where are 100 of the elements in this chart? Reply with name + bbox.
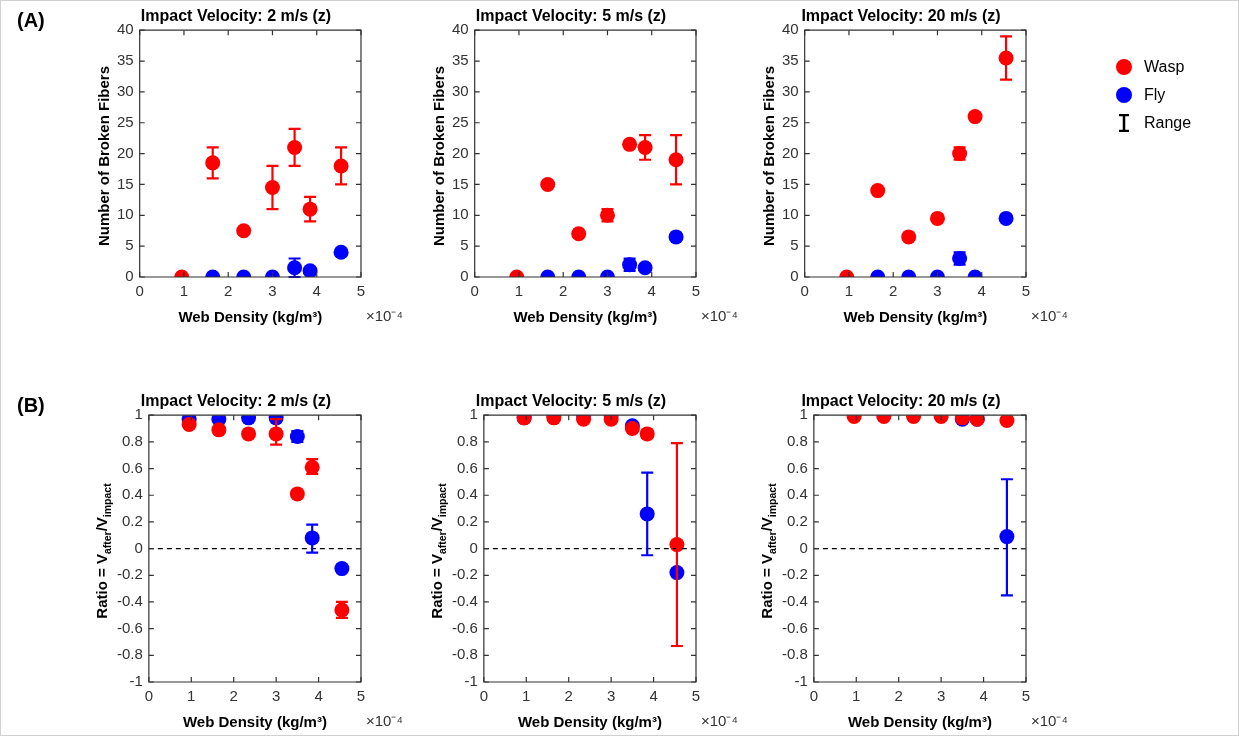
y-tick-label: 35 xyxy=(117,51,134,69)
x-tick-label: 5 xyxy=(1021,282,1031,300)
y-tick-label: -0.4 xyxy=(116,592,143,610)
point xyxy=(540,176,556,192)
y-tick-label: 20 xyxy=(117,143,134,161)
x-tick-label: 4 xyxy=(314,687,323,705)
y-tick-label: -0.6 xyxy=(451,618,478,636)
text: ×10⁻⁴ xyxy=(366,711,403,729)
point xyxy=(999,415,1015,429)
y-tick-label: -0.2 xyxy=(116,565,143,583)
y-tick-label: -0.6 xyxy=(116,618,143,636)
y-tick-label: -0.2 xyxy=(451,565,478,583)
y-tick-label: 35 xyxy=(452,51,469,69)
y-tick-label: 35 xyxy=(782,51,799,69)
y-tick-label: 25 xyxy=(782,112,799,130)
x-tick-label: 1 xyxy=(852,687,861,705)
y-tick-label: -0.4 xyxy=(781,592,808,610)
x-axis-title: Web Density (kg/m³) xyxy=(178,308,323,326)
y-tick-label: 30 xyxy=(117,82,134,100)
x-tick-label: 3 xyxy=(268,282,277,300)
y-tick-label: -1 xyxy=(129,672,143,690)
y-tick-label: 10 xyxy=(782,205,799,223)
y-tick-label: 0.4 xyxy=(456,485,478,503)
y-tick-label: 0 xyxy=(125,267,134,285)
x-tick-label: 1 xyxy=(514,282,524,300)
y-tick-label: 15 xyxy=(782,174,799,192)
x-tick-label: 5 xyxy=(691,282,701,300)
y-tick-label: 0.6 xyxy=(456,458,478,476)
y-tick-label: 25 xyxy=(117,112,134,130)
point xyxy=(211,422,227,438)
x-tick-label: 5 xyxy=(356,282,366,300)
y-tick-label: 0.2 xyxy=(121,512,143,530)
chart-title: Impact Velocity: 2 m/s (z) xyxy=(140,7,332,25)
y-tick-label: -0.6 xyxy=(781,618,808,636)
y-tick-label: 0.4 xyxy=(786,485,808,503)
y-tick-label: 0 xyxy=(790,267,799,285)
y-tick-label: 0 xyxy=(469,538,478,556)
legend-label: Wasp xyxy=(1143,57,1186,77)
chart-title: Impact Velocity: 20 m/s (z) xyxy=(801,7,1001,25)
x-tick-label: 1 xyxy=(187,687,196,705)
x-axis-title: Web Density (kg/m³) xyxy=(843,308,988,326)
x-tick-label: 4 xyxy=(647,282,656,300)
x-tick-label: 2 xyxy=(564,687,573,705)
chart-title: Impact Velocity: 2 m/s (z) xyxy=(140,392,332,410)
text: Range xyxy=(1144,114,1192,132)
y-tick-label: 0.2 xyxy=(786,512,808,530)
x-tick-label: 4 xyxy=(979,687,988,705)
y-tick-label: 0.8 xyxy=(786,432,808,450)
x-tick-label: 3 xyxy=(933,282,942,300)
point xyxy=(622,136,638,152)
y-tick-label: -0.8 xyxy=(781,645,808,663)
y-tick-label: -0.4 xyxy=(451,592,478,610)
x-tick-label: 4 xyxy=(977,282,986,300)
x-tick-label: 2 xyxy=(889,282,898,300)
y-tick-label: 0.6 xyxy=(786,458,808,476)
y-tick-label: -1 xyxy=(794,672,808,690)
x-tick-label: 1 xyxy=(179,282,189,300)
x-axis-title: Web Density (kg/m³) xyxy=(513,308,658,326)
x-tick-label: 1 xyxy=(522,687,531,705)
y-tick-label: 15 xyxy=(117,174,134,192)
x-tick-label: 3 xyxy=(603,282,612,300)
text: ×10⁻⁴ xyxy=(1031,306,1068,324)
text: (B) xyxy=(17,394,45,417)
x-tick-label: 4 xyxy=(649,687,658,705)
x-axis-title: Web Density (kg/m³) xyxy=(182,713,327,731)
x-tick-label: 2 xyxy=(894,687,903,705)
text: ×10⁻⁴ xyxy=(701,711,738,729)
point xyxy=(241,426,257,442)
x-tick-label: 5 xyxy=(691,687,701,705)
y-tick-label: 40 xyxy=(782,20,799,38)
x-tick-label: 2 xyxy=(229,687,238,705)
y-tick-label: 0 xyxy=(134,538,143,556)
x-tick-label: 3 xyxy=(606,687,616,705)
y-tick-label: 5 xyxy=(125,236,134,254)
x-tick-label: 5 xyxy=(356,687,366,705)
y-tick-label: 0 xyxy=(460,267,469,285)
y-tick-label: 1 xyxy=(469,405,478,423)
y-tick-label: 10 xyxy=(452,205,469,223)
y-axis-title: Number of Broken Fibers xyxy=(94,65,112,247)
y-tick-label: 30 xyxy=(452,82,469,100)
y-tick-label: -1 xyxy=(464,672,478,690)
text: ×10⁻⁴ xyxy=(366,306,403,324)
y-tick-label: 5 xyxy=(460,236,469,254)
x-tick-label: 2 xyxy=(224,282,233,300)
x-tick-label: 1 xyxy=(844,282,854,300)
y-tick-label: 0.2 xyxy=(456,512,478,530)
x-axis-title: Web Density (kg/m³) xyxy=(517,713,662,731)
y-tick-label: 10 xyxy=(117,205,134,223)
y-tick-label: -0.8 xyxy=(116,645,143,663)
text: ×10⁻⁴ xyxy=(701,306,738,324)
text: ×10⁻⁴ xyxy=(1031,711,1068,729)
y-tick-label: 20 xyxy=(452,143,469,161)
y-tick-label: 0.8 xyxy=(456,432,478,450)
x-tick-label: 3 xyxy=(271,687,281,705)
chart-title: Impact Velocity: 5 m/s (z) xyxy=(475,392,667,410)
y-tick-label: 20 xyxy=(782,143,799,161)
y-tick-label: 0.6 xyxy=(121,458,143,476)
x-axis-title: Web Density (kg/m³) xyxy=(847,713,992,731)
text: (A) xyxy=(17,9,45,32)
y-tick-label: 5 xyxy=(790,236,799,254)
